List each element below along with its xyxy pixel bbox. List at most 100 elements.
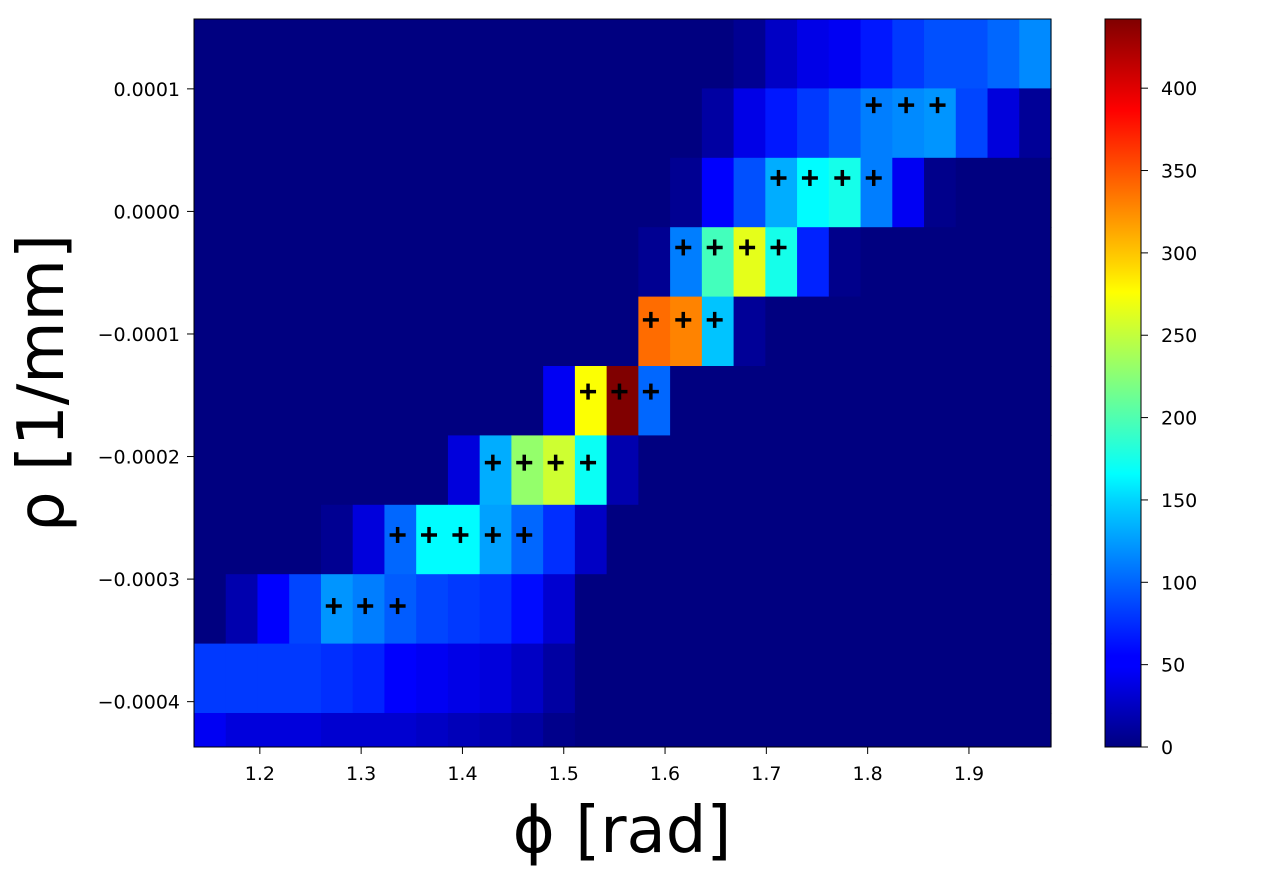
heatmap-cell [987,157,1020,228]
heatmap-cell [797,88,830,159]
plus-marker [898,97,915,114]
heatmap-cell [447,643,481,714]
heatmap-cell [987,296,1020,367]
heatmap-cell [987,504,1020,575]
heatmap-cell [955,19,989,89]
heatmap-cell [225,574,259,645]
heatmap-cell [257,504,290,575]
heatmap-cell [670,88,703,159]
heatmap-cell [733,366,766,436]
heatmap-cell [257,227,290,298]
plus-marker [516,454,533,471]
heatmap-cell [765,504,798,575]
heatmap-cell [892,227,925,298]
heatmap-cell [955,504,989,575]
heatmap-cell [511,88,544,159]
heatmap-cell [225,227,259,298]
heatmap-cell [797,227,830,298]
heatmap-cell [574,435,608,506]
heatmap-cell [765,88,798,159]
heatmap-cell [511,296,544,367]
colorbar [1104,18,1142,748]
heatmap-cell [1019,504,1052,575]
plus-marker [706,311,723,328]
heatmap-cell [701,574,735,645]
plus-marker [452,526,469,543]
heatmap-cell [384,504,417,575]
y-tick-label: −0.0004 [98,692,180,714]
heatmap-cell [924,296,957,367]
heatmap-cell [955,643,989,714]
heatmap-cell [924,713,957,747]
heatmap-cell [479,88,513,159]
heatmap-cell [352,366,386,436]
heatmap-cell [701,366,735,436]
y-axis-label: ρ [1/mm] [5,234,79,532]
heatmap-cell [860,88,893,159]
plus-marker [580,383,597,400]
heatmap-cell [416,296,449,367]
x-tick-label: 1.6 [650,763,680,785]
heatmap-cell [733,435,766,506]
heatmap-cell [670,574,703,645]
heatmap-cell [257,366,290,436]
heatmap-cell [828,296,862,367]
heatmap-cell [384,574,417,645]
heatmap-cell [1019,574,1052,645]
heatmap-cell [828,88,862,159]
heatmap-cell [384,643,417,714]
heatmap-cell [479,713,513,747]
heatmap-cell [924,574,957,645]
heatmap-cell [543,296,576,367]
heatmap-cell [701,296,735,367]
heatmap-cell [765,713,798,747]
heatmap-cell [574,296,608,367]
heatmap-cell [320,504,354,575]
heatmap-cell [225,296,259,367]
heatmap-cell [574,227,608,298]
heatmap-cell [194,713,227,747]
heatmap-cell [765,157,798,228]
heatmap-cell [765,296,798,367]
heatmap-cell [511,713,544,747]
heatmap-cell [924,504,957,575]
heatmap-cell [1019,227,1052,298]
colorbar-ticks: 0 50 100 150 200 250 300 350 400 [1141,78,1197,759]
heatmap-cell [638,296,671,367]
heatmap-cell [511,435,544,506]
heatmap-cell [289,19,322,89]
heatmap-cell [194,366,227,436]
heatmap-cell [320,643,354,714]
heatmap-cell [352,227,386,298]
plus-marker [325,598,342,615]
heatmap-cell [479,574,513,645]
heatmap-cell [257,88,290,159]
heatmap-cell [479,19,513,89]
heatmap-cell [257,574,290,645]
colorbar-tick-label: 50 [1161,655,1185,677]
heatmap-cell [257,713,290,747]
heatmap-cell [670,435,703,506]
heatmap-cell [892,296,925,367]
colorbar-tick-label: 150 [1161,490,1197,512]
heatmap-cell [543,643,576,714]
heatmap-cell [733,19,766,89]
heatmap-cell [384,713,417,747]
heatmap-cell [447,366,481,436]
heatmap-cell [987,227,1020,298]
plus-marker [389,598,406,615]
plus-marker [929,97,946,114]
heatmap-cell [765,435,798,506]
heatmap-cell [225,504,259,575]
heatmap-cell [479,435,513,506]
heatmap-cell [606,643,639,714]
heatmap-cell [320,227,354,298]
heatmap-cell [797,157,830,228]
x-tick-label: 1.8 [853,763,883,785]
heatmap-cell [194,296,227,367]
heatmap-cell [574,504,608,575]
heatmap-cell [320,435,354,506]
heatmap-cell [289,574,322,645]
heatmap-cell [511,227,544,298]
